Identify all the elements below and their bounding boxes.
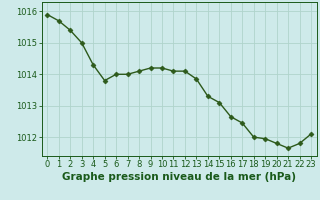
X-axis label: Graphe pression niveau de la mer (hPa): Graphe pression niveau de la mer (hPa) <box>62 172 296 182</box>
